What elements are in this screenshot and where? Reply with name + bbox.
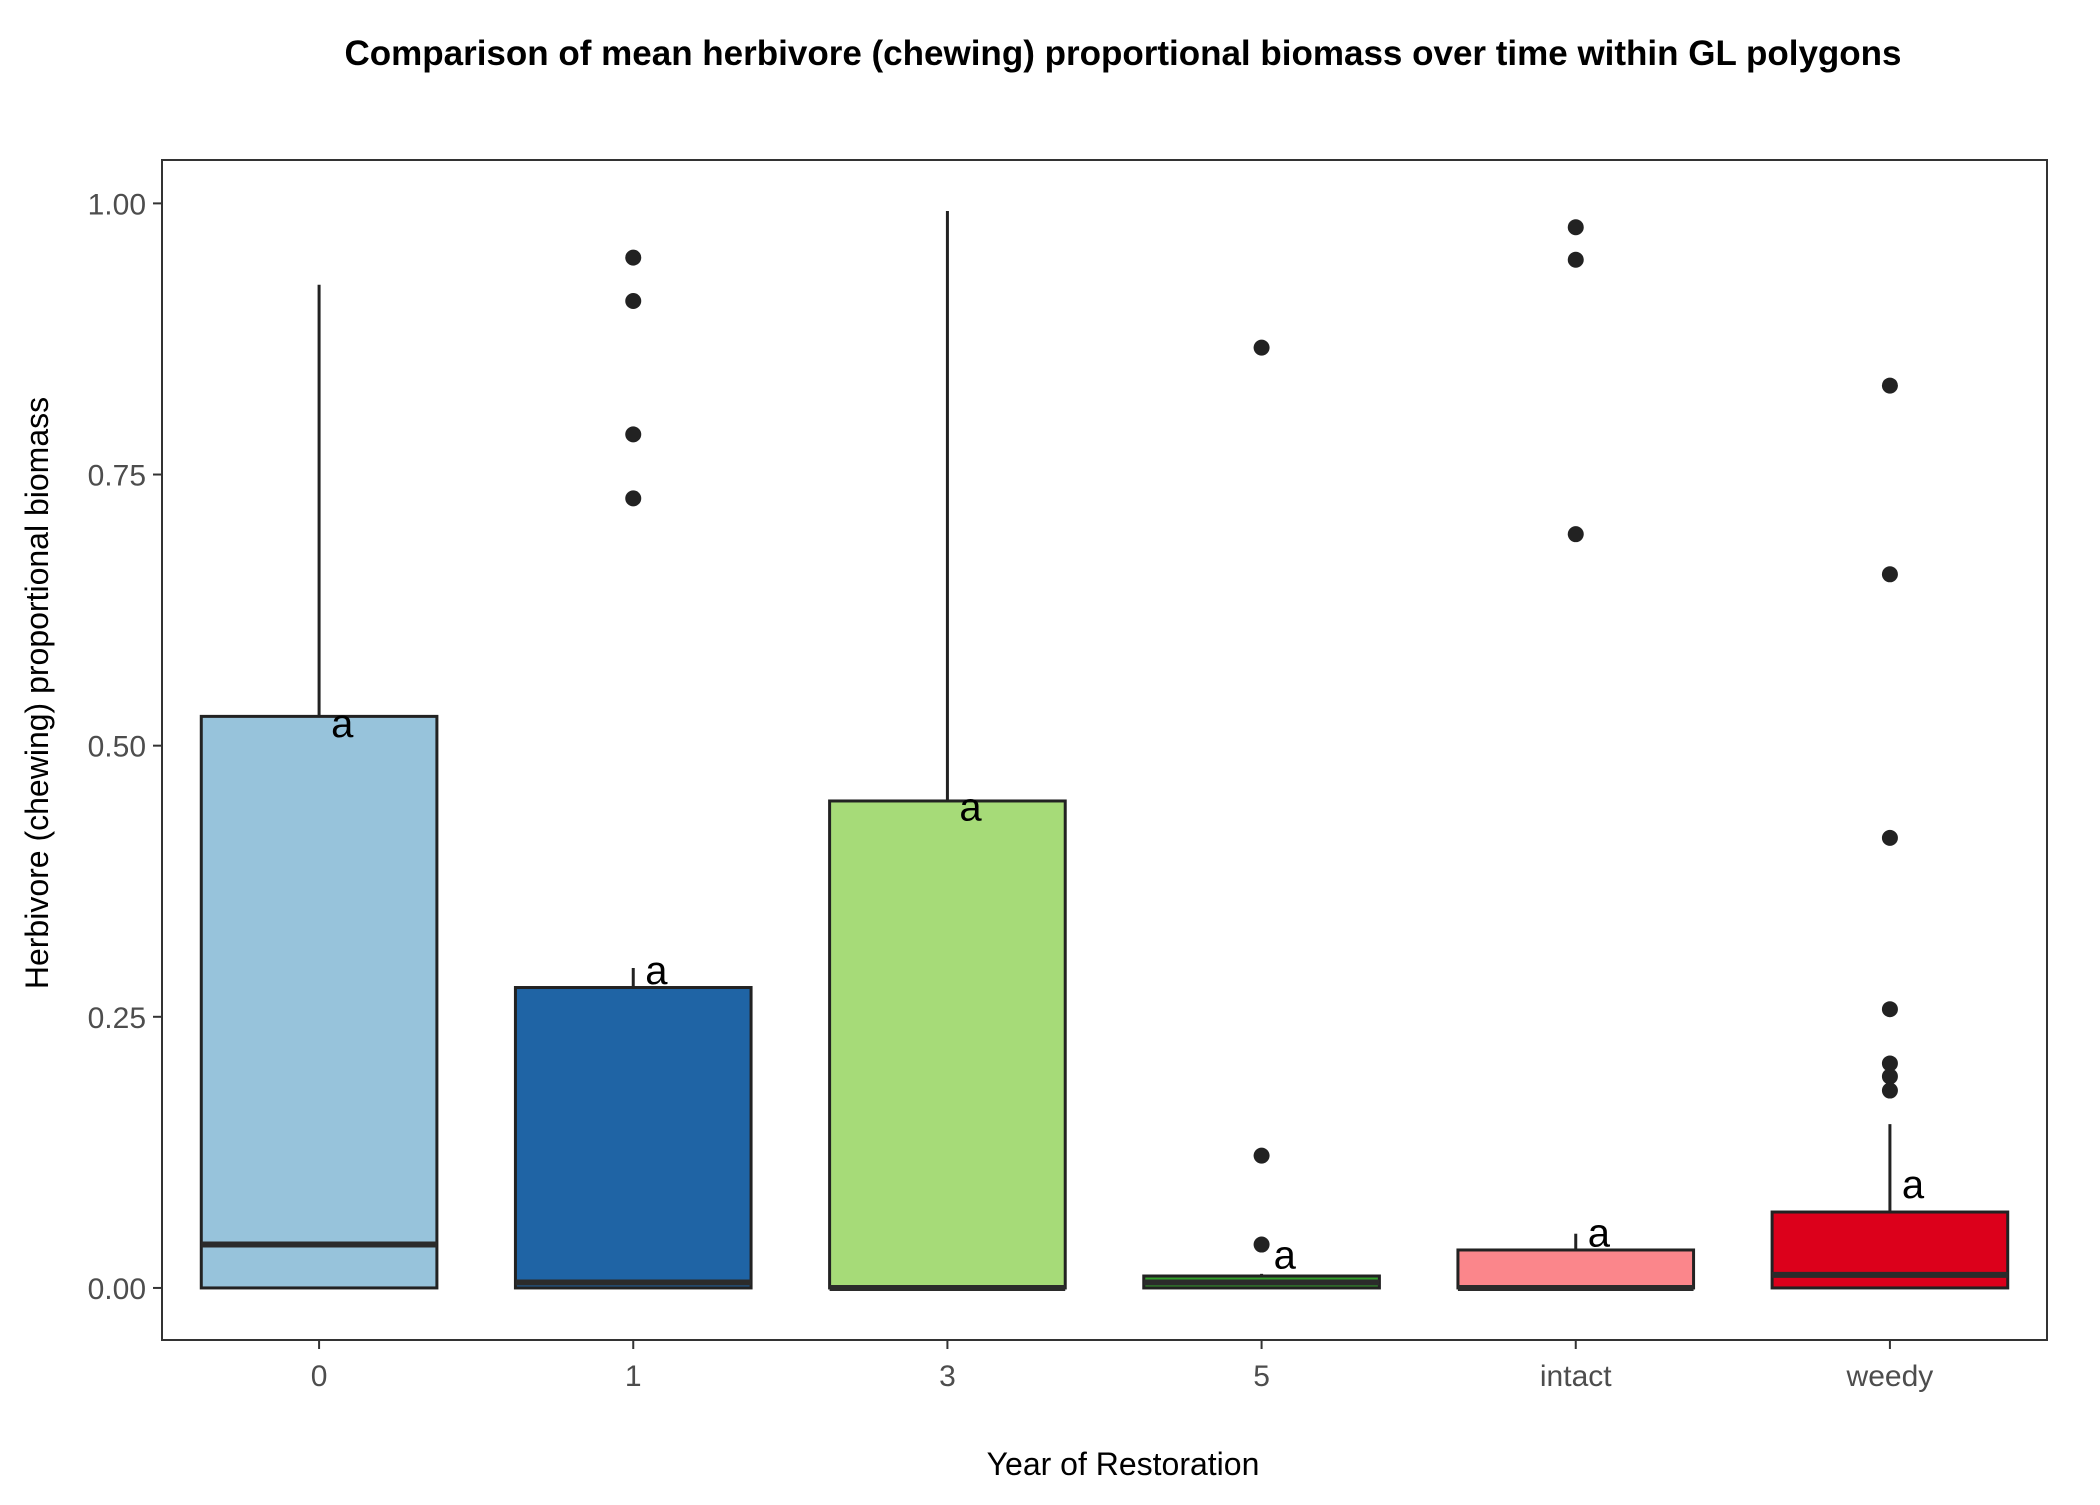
x-tick-label: 5 (1253, 1360, 1270, 1393)
significance-letter: a (331, 702, 354, 746)
box-intact (1456, 1248, 1696, 1290)
x-tick-label: weedy (1846, 1360, 1934, 1393)
outlier-point (625, 249, 642, 266)
significance-letter: a (1274, 1233, 1297, 1277)
y-tick-label: 0.25 (88, 1002, 146, 1035)
outlier-point (1881, 1068, 1898, 1085)
outlier-point (1253, 1236, 1270, 1253)
outlier-point (1253, 1147, 1270, 1164)
significance-letter: a (1588, 1212, 1611, 1256)
box-3 (828, 799, 1067, 1290)
y-tick-label: 1.00 (88, 188, 146, 221)
plot-area: 0.00 0.25 0.50 0.75 1.00 0 1 3 5 intact weedy a a a a a… (88, 159, 2048, 1393)
outlier-point (1567, 219, 1584, 236)
x-tick-label: 1 (625, 1360, 642, 1393)
y-tick-label: 0.00 (88, 1273, 146, 1306)
significance-letter: a (959, 785, 982, 829)
significance-letter: a (1902, 1163, 1925, 1207)
y-tick-label: 0.50 (88, 731, 146, 764)
outlier-point (1881, 377, 1898, 394)
x-tick-label: 0 (311, 1360, 328, 1393)
outlier-point (1881, 829, 1898, 846)
outlier-point (625, 490, 642, 507)
y-tick-label: 0.75 (88, 460, 146, 493)
outlier-point (1881, 1001, 1898, 1018)
outlier-point (1253, 339, 1270, 356)
chart-title: Comparison of mean herbivore (chewing) p… (344, 34, 1901, 73)
outlier-point (625, 426, 642, 443)
outlier-point (1567, 251, 1584, 268)
outlier-point (625, 292, 642, 309)
outlier-point (1881, 1082, 1898, 1099)
outlier-point (1881, 566, 1898, 583)
box-0 (199, 714, 439, 1290)
outlier-point (1567, 526, 1584, 543)
significance-letter: a (645, 949, 668, 993)
x-tick-label: intact (1540, 1360, 1612, 1393)
outlier-point (1881, 1055, 1898, 1072)
y-axis-title: Herbivore (chewing) proportional biomass (19, 397, 55, 989)
box-1 (513, 986, 753, 1290)
x-axis-title: Year of Restoration (987, 1446, 1260, 1482)
plot-panel-border (161, 159, 2048, 1341)
x-tick-label: 3 (939, 1360, 956, 1393)
